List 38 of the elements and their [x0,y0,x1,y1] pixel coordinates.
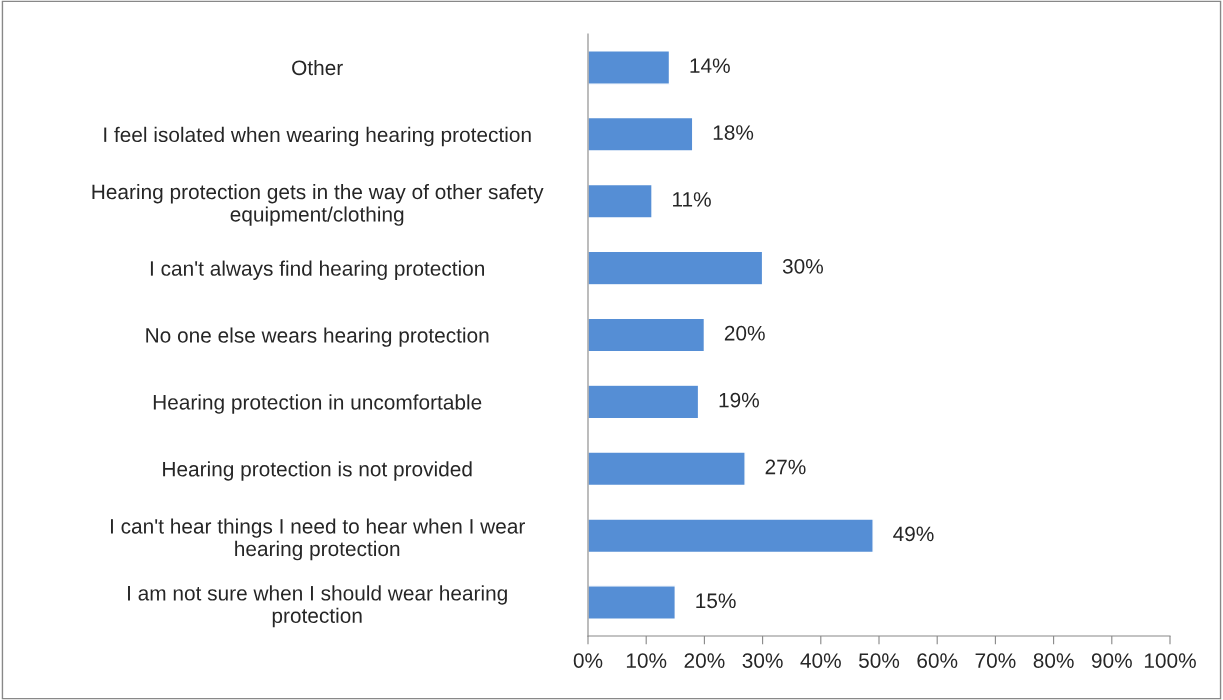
bar [588,451,746,487]
y-tick-label: Other [292,59,343,76]
y-tick-label: I can't always find hearing protection [150,260,484,280]
data-label: 18% [713,125,754,140]
data-label: 19% [719,392,759,408]
data-label: 15% [696,593,736,609]
bar [588,518,874,554]
x-tick-label: 40% [800,653,841,668]
data-label: 20% [724,325,765,341]
x-tick-label: 100% [1144,653,1196,668]
data-label: 27% [765,459,806,475]
bar [588,250,764,286]
bar [588,50,671,85]
bar [588,317,706,353]
data-label: 30% [782,258,823,274]
bar [588,183,653,219]
x-tick-label: 10% [626,653,667,668]
x-tick-label: 0% [573,653,603,668]
x-tick-label: 20% [684,653,725,668]
bar [588,585,676,620]
x-tick-label: 70% [975,653,1016,668]
data-label: 14% [690,58,730,73]
y-tick-label: I feel isolated when wearing hearing protection [104,126,531,147]
x-tick-label: 80% [1033,653,1074,668]
bar [588,116,694,152]
y-tick-label: Hearing protection in uncomfortable [153,394,482,414]
data-label: 11% [673,192,711,207]
data-label: 49% [893,526,934,542]
x-tick-label: 90% [1091,653,1132,668]
bar [588,384,700,420]
x-tick-label: 60% [917,653,958,668]
x-tick-label: 30% [742,653,783,668]
y-tick-label: Hearing protection is not provided [163,461,472,481]
y-tick-label: I am not sure when I should wear hearing protection [128,585,507,628]
x-tick-label: 50% [858,653,900,668]
y-tick-label: I can't hear things I need to hear when I wear hearing protection [110,518,525,561]
y-tick-label: Hearing protection gets in the way of other safety equipment/clothing [92,183,544,226]
y-tick-label: No one else wears hearing protection [146,327,489,347]
